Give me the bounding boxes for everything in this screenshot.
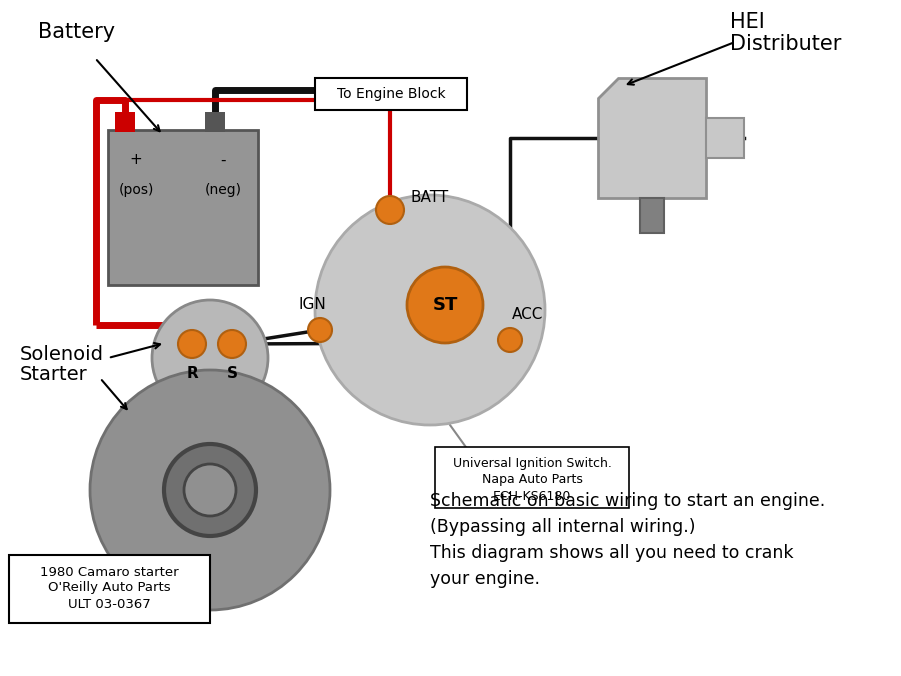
Circle shape [152, 300, 268, 416]
Text: Schematic on basic wiring to start an engine.: Schematic on basic wiring to start an en… [430, 492, 825, 510]
Circle shape [308, 318, 332, 342]
Text: Solenoid: Solenoid [20, 345, 104, 364]
Text: S: S [226, 366, 238, 381]
FancyBboxPatch shape [9, 555, 210, 623]
FancyBboxPatch shape [435, 447, 629, 508]
Text: R: R [187, 366, 198, 381]
Text: ECH-KS6180: ECH-KS6180 [493, 489, 571, 502]
Circle shape [90, 370, 330, 610]
Text: Battery: Battery [38, 22, 115, 42]
Text: Universal Ignition Switch.: Universal Ignition Switch. [452, 458, 612, 470]
Text: ST: ST [432, 296, 458, 314]
Text: HEI: HEI [730, 12, 765, 32]
Bar [108, 130, 258, 285]
Circle shape [376, 196, 404, 224]
Text: Distributer: Distributer [730, 34, 842, 54]
Text: your engine.: your engine. [430, 570, 540, 588]
Circle shape [184, 464, 236, 516]
Text: IGN: IGN [298, 297, 326, 312]
Text: ACC: ACC [513, 307, 543, 322]
Circle shape [164, 444, 256, 536]
Circle shape [407, 267, 483, 343]
Circle shape [498, 328, 522, 352]
Text: -: - [220, 153, 226, 168]
FancyBboxPatch shape [315, 78, 467, 110]
Circle shape [178, 330, 206, 358]
Text: BATT: BATT [410, 191, 449, 206]
Bar [706, 118, 744, 158]
Text: (neg): (neg) [205, 183, 241, 197]
Text: (pos): (pos) [118, 183, 154, 197]
Text: (Bypassing all internal wiring.): (Bypassing all internal wiring.) [430, 518, 696, 536]
Text: 1980 Camaro starter: 1980 Camaro starter [40, 566, 178, 579]
Text: O'Reilly Auto Parts: O'Reilly Auto Parts [48, 581, 170, 594]
Text: Napa Auto Parts: Napa Auto Parts [481, 473, 582, 487]
Circle shape [218, 330, 246, 358]
Bar [205, 112, 225, 132]
Polygon shape [598, 78, 706, 198]
Text: +: + [130, 153, 142, 168]
Text: This diagram shows all you need to crank: This diagram shows all you need to crank [430, 544, 794, 562]
Text: To Engine Block: To Engine Block [337, 87, 445, 101]
Bar [115, 112, 135, 132]
Circle shape [315, 195, 545, 425]
Text: Starter: Starter [20, 365, 87, 384]
Bar [640, 198, 664, 233]
Text: ULT 03-0367: ULT 03-0367 [68, 598, 150, 612]
